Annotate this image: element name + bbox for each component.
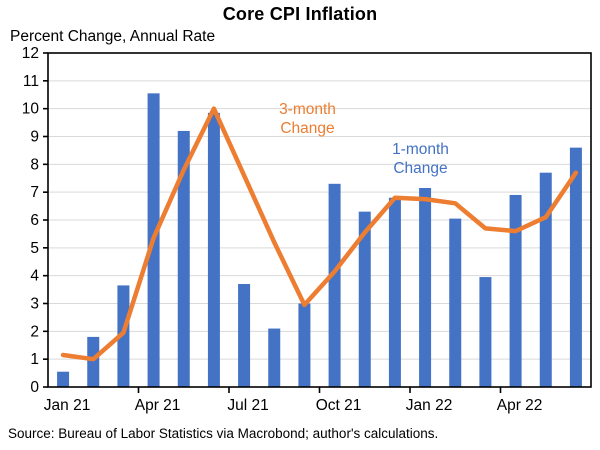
y-tick-label: 5 [30,240,39,257]
line-series [60,106,579,362]
y-tick-label: 4 [30,268,39,285]
bar-dec-21 [388,197,401,387]
y-tick-label: 1 [30,351,39,368]
x-tick-label: Jan 22 [406,397,453,414]
x-tick-label: Apr 22 [497,397,543,414]
y-tick-label: 10 [22,101,40,118]
y-tick-label: 7 [30,184,39,201]
x-tick-label: Apr 21 [135,397,181,414]
y-tick-label: 9 [30,129,39,146]
bar-aug-21 [268,328,281,387]
y-tick-label: 2 [30,323,39,340]
bar-nov-21 [358,211,371,387]
bar-feb-22 [449,218,462,387]
bar-series-annotation: 1-month Change [392,141,449,177]
bar-may-22 [539,172,552,387]
y-tick-label: 8 [30,156,39,173]
bar-apr-22 [509,194,522,387]
bar-may-21 [177,130,190,387]
bar-feb-21 [87,336,100,387]
y-tick-label: 0 [30,379,39,396]
y-tick-label: 6 [30,212,39,229]
bar-jun-22 [569,147,582,387]
y-tick-label: 11 [23,73,39,90]
y-tick-label: 12 [22,45,39,62]
y-axis-units-label: Percent Change, Annual Rate [10,28,216,45]
chart-title: Core CPI Inflation [222,4,378,24]
x-tick-label: Jul 21 [227,397,268,414]
y-tick-label: 3 [30,296,39,313]
bar-jan-21 [57,371,70,387]
bar-jan-22 [419,187,432,387]
source-note: Source: Bureau of Labor Statistics via M… [8,426,439,441]
line-series-annotation: 3-month Change [279,101,336,137]
bar-jul-21 [238,284,251,387]
bar-jun-21 [207,112,220,387]
bar-mar-21 [117,285,130,387]
x-tick-label: Oct 21 [316,397,362,414]
bar-oct-21 [328,183,341,387]
x-tick-label: Jan 21 [44,397,91,414]
bar-mar-22 [479,277,492,387]
bar-sep-21 [298,303,311,387]
